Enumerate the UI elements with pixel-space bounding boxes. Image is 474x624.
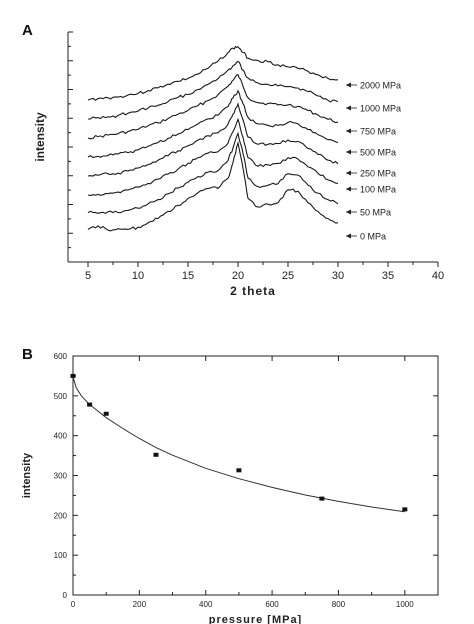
y-tick-label: 200 bbox=[54, 511, 68, 520]
data-point bbox=[319, 496, 325, 501]
plot-frame bbox=[72, 355, 439, 596]
xrd-chart: 5 10 15 20 25 30 35 40 2 theta intensity 2000 MPa 1… bbox=[33, 31, 444, 298]
x-axis-label: 2 theta bbox=[230, 284, 276, 298]
trace-50-mpa bbox=[87, 131, 339, 215]
arrowhead-icon bbox=[346, 209, 351, 215]
x-tick-label: 20 bbox=[232, 270, 244, 282]
trace-label: 0 MPa bbox=[360, 232, 386, 242]
trace-0-mpa bbox=[87, 140, 338, 232]
y-tick-label: 400 bbox=[54, 432, 68, 441]
arrowhead-icon bbox=[346, 82, 351, 88]
data-point bbox=[153, 452, 159, 457]
x-tick-label: 40 bbox=[432, 270, 444, 282]
x-tick-label: 30 bbox=[332, 270, 344, 282]
trace-label: 250 MPa bbox=[360, 169, 396, 179]
x-tick-label: 200 bbox=[133, 600, 147, 609]
x-tick-label: 1000 bbox=[396, 600, 414, 609]
x-tick-label: 800 bbox=[332, 600, 346, 609]
arrowhead-icon bbox=[346, 105, 351, 111]
trace-500-mpa bbox=[87, 89, 339, 159]
trace-label: 50 MPa bbox=[360, 208, 391, 218]
trace-label: 2000 MPa bbox=[360, 81, 401, 91]
arrowhead-icon bbox=[346, 170, 351, 176]
y-axis-label: intensity bbox=[21, 452, 33, 498]
trace-2000-mpa bbox=[87, 45, 339, 101]
x-tick-label: 600 bbox=[265, 600, 279, 609]
fit-curve bbox=[72, 376, 405, 513]
y-tick-label: 300 bbox=[54, 472, 68, 481]
trace-250-mpa bbox=[87, 102, 339, 177]
y-tick-label: 0 bbox=[63, 591, 68, 600]
intensity-pressure-chart: 0 100 200 300 400 500 600 0 200 400 600 800 1000 pres… bbox=[21, 352, 439, 624]
trace-label: 100 MPa bbox=[360, 185, 396, 195]
trace-label: 500 MPa bbox=[360, 148, 396, 158]
x-tick-label: 0 bbox=[71, 600, 76, 609]
x-tick-label: 5 bbox=[85, 270, 91, 282]
trace-label: 1000 MPa bbox=[360, 104, 401, 114]
data-point bbox=[87, 402, 93, 407]
data-point bbox=[236, 468, 242, 473]
x-tick-label: 15 bbox=[182, 270, 194, 282]
data-point bbox=[70, 373, 76, 378]
x-tick-label: 400 bbox=[199, 600, 213, 609]
panel-label-a: A bbox=[22, 22, 33, 39]
arrowhead-icon bbox=[346, 128, 351, 134]
arrowhead-icon bbox=[346, 186, 351, 192]
y-tick-label: 100 bbox=[54, 551, 68, 560]
panel-label-b: B bbox=[22, 346, 33, 363]
arrowhead-icon bbox=[346, 233, 351, 239]
trace-1000-mpa bbox=[88, 60, 339, 120]
y-tick-label: 600 bbox=[54, 352, 68, 361]
trace-label: 750 MPa bbox=[360, 127, 396, 137]
x-axis-label: pressure [MPa] bbox=[209, 614, 302, 624]
x-tick-label: 35 bbox=[382, 270, 394, 282]
data-point bbox=[103, 411, 109, 416]
trace-750-mpa bbox=[87, 73, 339, 140]
x-tick-label: 10 bbox=[132, 270, 144, 282]
trace-100-mpa bbox=[87, 117, 339, 197]
y-tick-label: 500 bbox=[54, 392, 68, 401]
arrowhead-icon bbox=[346, 149, 351, 155]
x-tick-label: 25 bbox=[282, 270, 294, 282]
y-axis-label: intensity bbox=[33, 112, 47, 162]
data-point bbox=[402, 507, 408, 512]
